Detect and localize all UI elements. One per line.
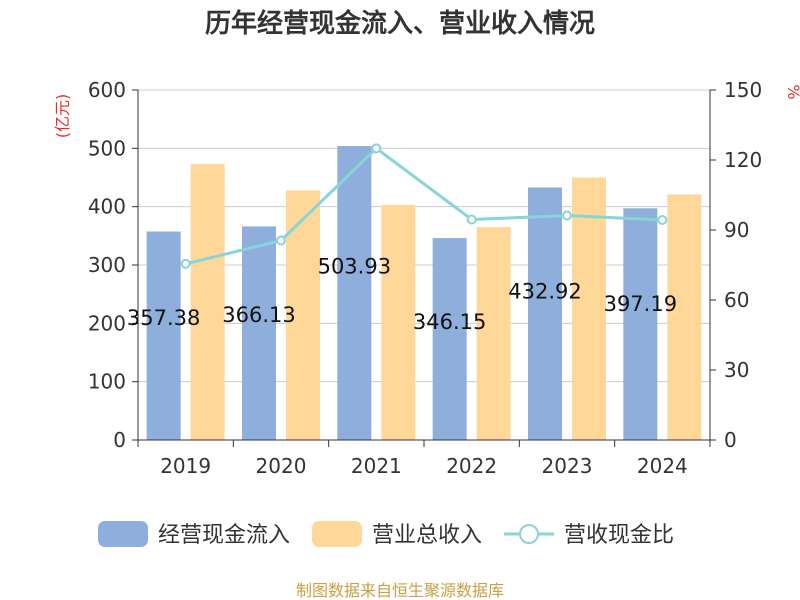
y-right-tick-label: 150 bbox=[724, 78, 762, 102]
y-right-tick-label: 0 bbox=[724, 428, 737, 452]
bar-layer bbox=[146, 146, 702, 441]
y-left-tick-label: 400 bbox=[88, 195, 126, 219]
legend-label: 营业总收入 bbox=[372, 523, 482, 548]
x-tick-label: 2019 bbox=[160, 454, 211, 478]
bar-经营现金流入 bbox=[623, 208, 658, 440]
legend-label: 经营现金流入 bbox=[158, 523, 290, 548]
line-layer bbox=[180, 143, 668, 269]
line-point bbox=[562, 210, 572, 221]
line-point bbox=[276, 235, 286, 246]
bar-营业总收入 bbox=[572, 177, 606, 440]
bar-营业总收入 bbox=[190, 164, 225, 441]
x-tick-label: 2022 bbox=[446, 454, 497, 478]
y-left-tick-label: 0 bbox=[113, 428, 126, 452]
data-label: 357.38 bbox=[127, 306, 200, 330]
bar-经营现金流入 bbox=[432, 238, 467, 440]
legend-swatch bbox=[312, 521, 362, 547]
bar-经营现金流入 bbox=[337, 146, 372, 440]
y-left-label: (亿元) bbox=[53, 94, 72, 139]
bar-营业总收入 bbox=[667, 194, 702, 440]
bar-经营现金流入 bbox=[528, 187, 562, 440]
x-tick-label: 2023 bbox=[542, 454, 593, 478]
y-left-tick-label: 600 bbox=[88, 78, 126, 102]
y-left-tick-label: 500 bbox=[88, 136, 126, 160]
bar-经营现金流入 bbox=[242, 226, 276, 440]
line-营收现金比 bbox=[185, 146, 663, 266]
y-left-tick-label: 200 bbox=[88, 311, 126, 335]
x-tick-label: 2024 bbox=[637, 454, 688, 478]
line-point bbox=[180, 258, 191, 269]
y-right-tick-label: 90 bbox=[724, 218, 749, 242]
chart-title: 历年经营现金流入、营业收入情况 bbox=[205, 8, 595, 39]
line-point bbox=[371, 143, 382, 154]
bar-营业总收入 bbox=[381, 204, 416, 440]
line-point bbox=[466, 214, 477, 225]
y-right-tick-label: 30 bbox=[724, 358, 749, 382]
data-label: 432.92 bbox=[508, 279, 581, 303]
y-right-label: % bbox=[784, 84, 800, 99]
y-left-tick-label: 100 bbox=[88, 370, 126, 394]
label-layer: 357.38 366.13 503.93 346.15 432.92 397.19 bbox=[127, 255, 677, 334]
y-left-tick-label: 300 bbox=[88, 253, 126, 277]
legend: 经营现金流入 营业总收入 营收现金比 bbox=[98, 521, 674, 548]
data-label: 397.19 bbox=[604, 292, 677, 316]
line-point bbox=[657, 214, 668, 225]
grid-layer bbox=[138, 89, 710, 383]
x-tick-label: 2021 bbox=[351, 454, 402, 478]
y-right-tick-label: 120 bbox=[724, 148, 762, 172]
legend-swatch bbox=[98, 521, 148, 547]
bar-营业总收入 bbox=[476, 227, 511, 440]
source-note: 制图数据来自恒生聚源数据库 bbox=[296, 581, 504, 600]
data-label: 366.13 bbox=[222, 303, 295, 327]
x-tick-label: 2020 bbox=[256, 454, 307, 478]
y-right-tick-label: 60 bbox=[724, 288, 749, 312]
data-label: 346.15 bbox=[413, 310, 486, 334]
data-label: 503.93 bbox=[318, 255, 391, 279]
axis-layer: 0 100 200 300 400 500 600 0 30 60 90 120 150 2019 2020… bbox=[88, 78, 762, 478]
bar-经营现金流入 bbox=[146, 231, 181, 440]
legend-label: 营收现金比 bbox=[564, 523, 674, 548]
legend-marker bbox=[519, 524, 539, 544]
